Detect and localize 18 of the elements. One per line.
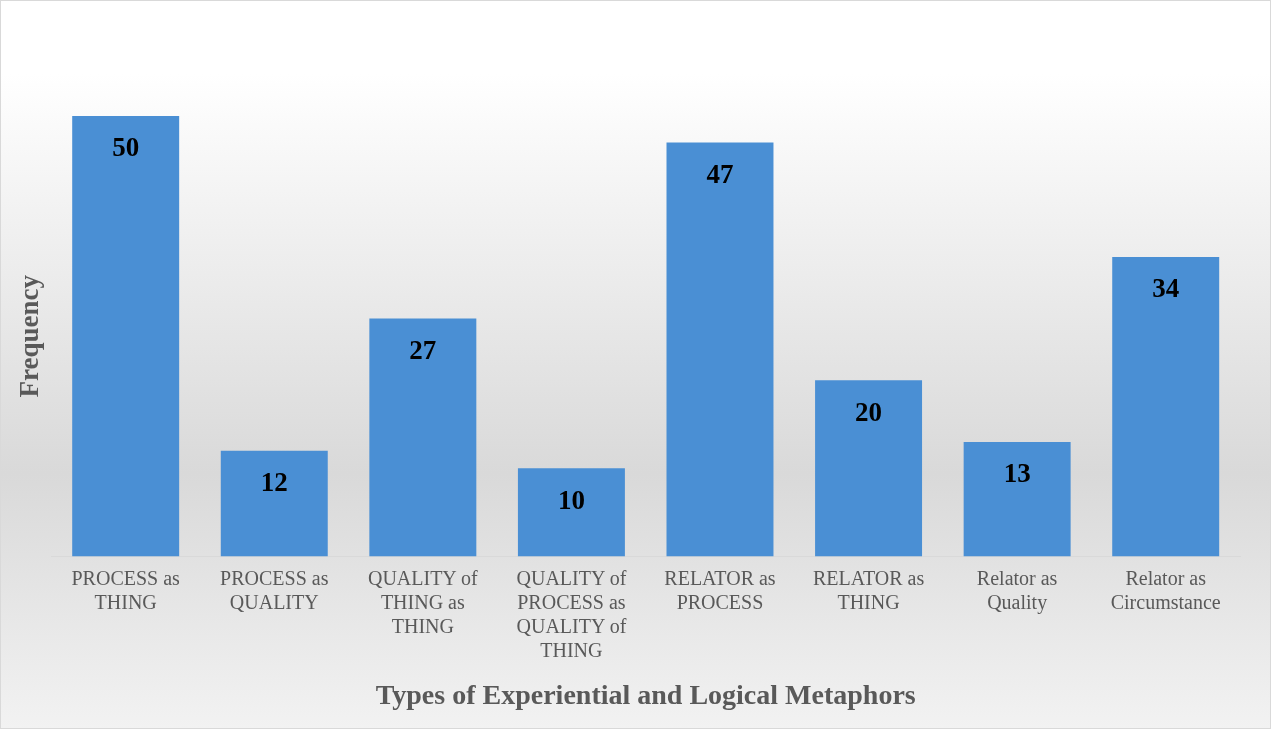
x-tick-label: RELATOR as THING	[812, 566, 925, 613]
data-label: 20	[855, 396, 883, 427]
x-tick-label: QUALITY of PROCESS as QUALITY of THING	[516, 566, 627, 661]
data-label: 27	[409, 335, 437, 366]
x-tick-label: PROCESS as QUALITY	[220, 566, 329, 613]
x-tick-label: PROCESS as THING	[71, 566, 181, 613]
x-axis-title: Types of Experiential and Logical Metaphors	[375, 679, 916, 711]
data-label: 12	[260, 467, 288, 498]
data-label: 47	[706, 158, 734, 189]
y-axis-title: Frequency	[14, 274, 45, 398]
data-label: 13	[1003, 458, 1031, 489]
data-label: 50	[112, 132, 140, 163]
data-label: 34	[1152, 273, 1180, 304]
x-tick-label: Relator as Circumstance	[1110, 566, 1221, 613]
data-label: 10	[557, 484, 585, 515]
x-tick-label: QUALITY of THING as THING	[367, 566, 479, 637]
x-tick-label: RELATOR as PROCESS	[664, 566, 776, 613]
x-tick-label: Relator as Quality	[976, 566, 1058, 614]
